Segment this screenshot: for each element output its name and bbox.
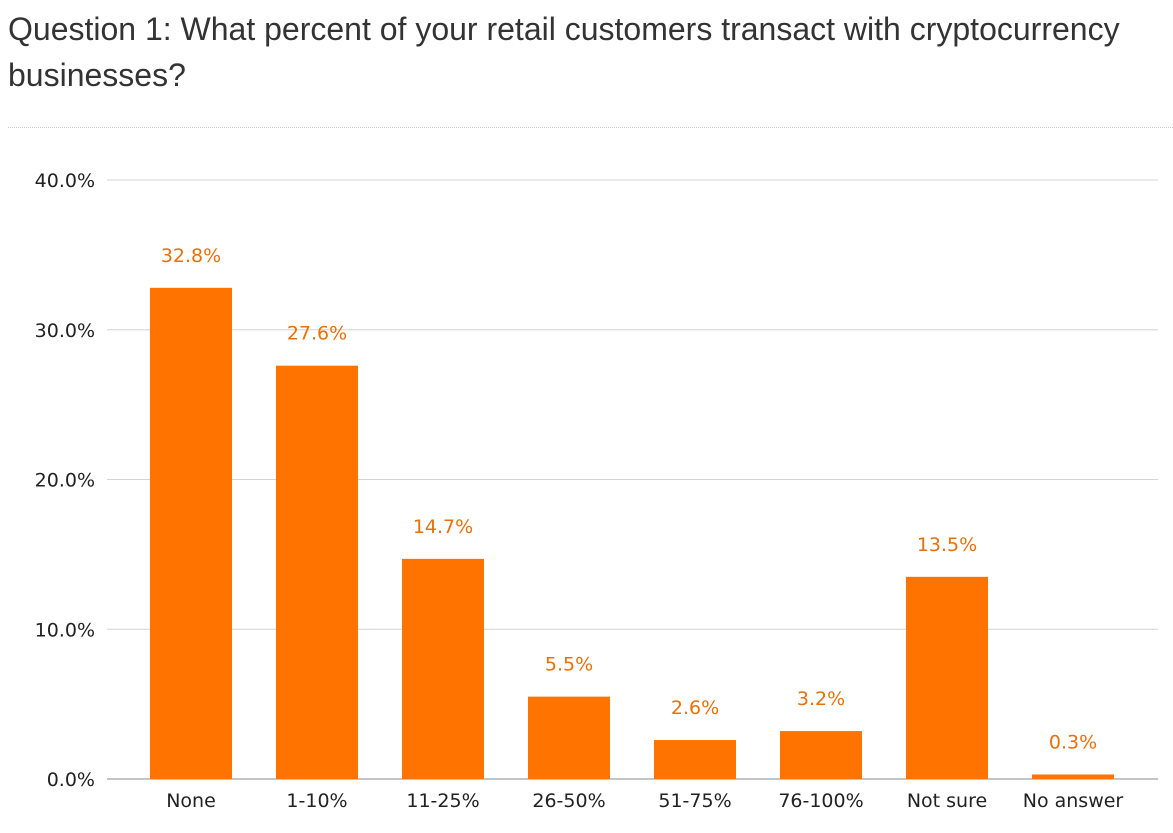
bars [150, 287, 1114, 779]
data-label: 13.5% [917, 534, 977, 556]
category-label: Not sure [907, 790, 987, 812]
category-label: 11-25% [406, 790, 479, 812]
y-tick-label: 0.0% [47, 769, 95, 791]
category-label: No answer [1023, 790, 1124, 812]
gridlines [107, 179, 1158, 780]
data-label: 5.5% [545, 654, 593, 676]
divider [8, 127, 1173, 128]
labels: 0.0% 10.0% 20.0% 30.0% 40.0% 32.8% None 27.6% 1-… [35, 170, 1124, 812]
bar [654, 740, 736, 779]
bar [528, 696, 610, 779]
data-label: 3.2% [797, 688, 845, 710]
bar [780, 731, 862, 779]
category-label: None [166, 790, 216, 812]
bar [150, 287, 232, 779]
data-label: 14.7% [413, 516, 473, 538]
question-title: Question 1: What percent of your retail … [8, 11, 1120, 93]
bar [906, 576, 988, 779]
data-label: 27.6% [287, 323, 347, 345]
bar [402, 558, 484, 779]
data-label: 32.8% [161, 245, 221, 267]
category-label: 1-10% [286, 790, 347, 812]
bar [276, 365, 358, 779]
y-tick-label: 10.0% [35, 619, 95, 641]
data-label: 0.3% [1049, 732, 1097, 754]
y-tick-label: 30.0% [35, 320, 95, 342]
category-label: 51-75% [658, 790, 731, 812]
category-label: 76-100% [778, 790, 863, 812]
y-tick-label: 20.0% [35, 470, 95, 492]
data-label: 2.6% [671, 697, 719, 719]
category-label: 26-50% [532, 790, 605, 812]
y-tick-label: 40.0% [35, 170, 95, 192]
bar [1032, 774, 1114, 779]
